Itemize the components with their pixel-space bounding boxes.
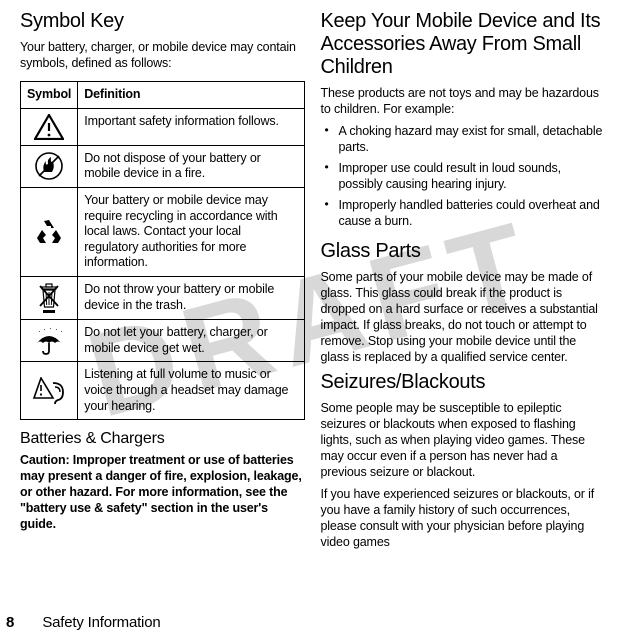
definition-cell: Important safety information follows.: [78, 108, 304, 145]
batteries-chargers-heading: Batteries & Chargers: [20, 430, 305, 448]
definition-cell: Do not throw your battery or mobile devi…: [78, 277, 304, 320]
table-row: ····· Do not let your battery, charger, …: [21, 320, 305, 362]
symbol-table: Symbol Definition Important safety infor…: [20, 81, 305, 420]
definition-cell: Listening at full volume to music or voi…: [78, 362, 304, 420]
svg-text:·: ·: [43, 327, 46, 334]
th-symbol: Symbol: [21, 82, 78, 109]
no-fire-icon: [21, 145, 78, 187]
definition-cell: Do not dispose of your battery or mobile…: [78, 145, 304, 187]
glass-heading: Glass Parts: [321, 240, 606, 263]
umbrella-icon: ·····: [21, 320, 78, 362]
definition-cell: Your battery or mobile device may requir…: [78, 187, 304, 276]
table-row: Do not throw your battery or mobile devi…: [21, 277, 305, 320]
children-heading: Keep Your Mobile Device and Its Accessor…: [321, 10, 606, 79]
symbol-key-heading: Symbol Key: [20, 10, 305, 33]
alert-triangle-icon: [21, 108, 78, 145]
page-number: 8: [6, 614, 14, 631]
seizures-text-1: Some people may be susceptible to epilep…: [321, 400, 606, 480]
page-footer: 8 Safety Information: [0, 614, 160, 631]
definition-cell: Do not let your battery, charger, or mob…: [78, 320, 304, 362]
svg-text:·: ·: [49, 327, 52, 333]
seizures-heading: Seizures/Blackouts: [321, 371, 606, 394]
children-bullets: A choking hazard may exist for small, de…: [321, 123, 606, 234]
caution-text: Caution: Improper treatment or use of ba…: [20, 452, 305, 532]
no-trash-icon: [21, 277, 78, 320]
ear-alert-icon: [21, 362, 78, 420]
svg-text:·: ·: [38, 327, 41, 336]
list-item: A choking hazard may exist for small, de…: [339, 123, 606, 155]
th-definition: Definition: [78, 82, 304, 109]
children-intro: These products are not toys and may be h…: [321, 85, 606, 117]
recycle-icon: [21, 187, 78, 276]
seizures-text-2: If you have experienced seizures or blac…: [321, 486, 606, 550]
left-column: Symbol Key Your battery, charger, or mob…: [20, 10, 305, 597]
page-content: Symbol Key Your battery, charger, or mob…: [0, 0, 625, 605]
right-column: Keep Your Mobile Device and Its Accessor…: [321, 10, 606, 597]
table-row: Do not dispose of your battery or mobile…: [21, 145, 305, 187]
table-row: Listening at full volume to music or voi…: [21, 362, 305, 420]
list-item: Improper use could result in loud sounds…: [339, 160, 606, 192]
table-row: Your battery or mobile device may requir…: [21, 187, 305, 276]
table-row: Important safety information follows.: [21, 108, 305, 145]
svg-text:·: ·: [60, 327, 63, 336]
footer-title: Safety Information: [42, 614, 160, 631]
symbol-key-intro: Your battery, charger, or mobile device …: [20, 39, 305, 71]
glass-text: Some parts of your mobile device may be …: [321, 269, 606, 365]
list-item: Improperly handled batteries could overh…: [339, 197, 606, 229]
svg-text:·: ·: [55, 327, 58, 334]
